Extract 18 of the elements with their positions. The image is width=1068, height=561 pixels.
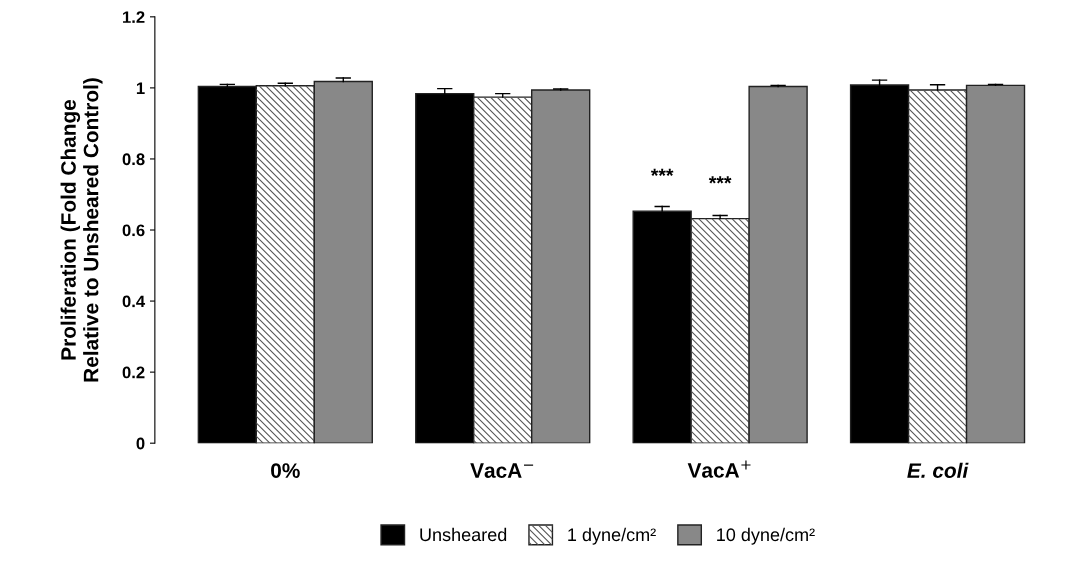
x-tick-label: 0% <box>271 463 300 478</box>
y-tick-label: 1.2 <box>123 11 145 23</box>
y-axis-title: Proliferation (Fold Change Relative to Unsheared Control) <box>60 78 103 382</box>
legend-label: 10 dyne/cm² <box>717 527 815 545</box>
y-tick-label: 0.8 <box>122 153 145 166</box>
y-tick-label: 0.4 <box>122 295 146 308</box>
x-tick-label: VacA$^{+}$ <box>687 460 751 478</box>
bar <box>197 85 258 444</box>
annotation: *** <box>708 176 732 184</box>
x-tick-label: VacA$^{−}$ <box>470 463 534 478</box>
legend-label: Unsheared <box>420 527 507 542</box>
y-tick-label: 0 <box>136 437 145 450</box>
y-tick-label: 0.6 <box>122 224 145 237</box>
annotation: *** <box>650 168 674 176</box>
y-tick-label: 1 <box>136 82 145 94</box>
y-tick-label: 0.2 <box>122 366 145 379</box>
x-tick-label: E. coli <box>907 462 969 478</box>
legend-label: 1 dyne/cm² <box>568 527 656 545</box>
